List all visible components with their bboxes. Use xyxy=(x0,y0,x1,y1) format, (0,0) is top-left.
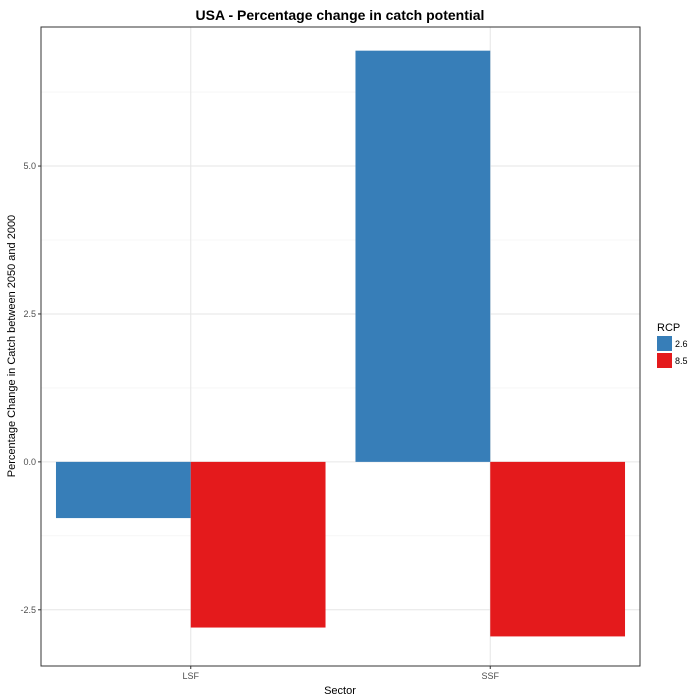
legend-title: RCP xyxy=(657,322,680,334)
bars xyxy=(55,50,626,637)
y-tick-label: 5.0 xyxy=(23,161,36,171)
bar-lsf-2-6 xyxy=(55,461,191,519)
chart-title: USA - Percentage change in catch potenti… xyxy=(196,7,485,23)
y-axis-title: Percentage Change in Catch between 2050 … xyxy=(6,215,18,477)
bar-ssf-2-6 xyxy=(355,50,491,462)
legend-label: 8.5 xyxy=(675,356,688,366)
bar-lsf-8-5 xyxy=(190,461,326,628)
legend-key-2-6 xyxy=(657,336,672,351)
y-tick-label: 0.0 xyxy=(23,457,36,467)
bar-ssf-8-5 xyxy=(490,461,626,637)
x-tick-label: SSF xyxy=(481,671,499,681)
plot-panel-border xyxy=(40,26,641,667)
y-axis: -2.5 0.0 2.5 5.0 xyxy=(20,161,41,615)
legend: RCP 2.6 8.5 xyxy=(657,322,688,368)
x-tick-label: LSF xyxy=(182,671,199,681)
x-axis-title: Sector xyxy=(324,685,356,697)
x-axis: LSF SSF xyxy=(182,666,499,681)
legend-key-8-5 xyxy=(657,353,672,368)
y-tick-label: 2.5 xyxy=(23,309,36,319)
y-tick-label: -2.5 xyxy=(20,605,36,615)
legend-label: 2.6 xyxy=(675,339,688,349)
